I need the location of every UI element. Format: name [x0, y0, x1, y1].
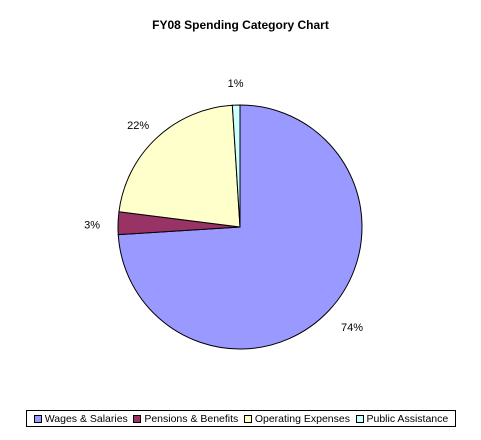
legend-label: Wages & Salaries — [44, 412, 128, 425]
pie-chart: 74% 3% 22% 1% — [84, 78, 363, 350]
legend-swatch — [133, 414, 142, 423]
pie-slice-public-assistance — [231, 104, 241, 228]
legend-swatch — [243, 414, 252, 423]
chart-title: FY08 Spending Category Chart — [152, 18, 329, 32]
pie-slice-operating-expenses — [118, 104, 241, 228]
data-label-operating-expenses: 22% — [127, 120, 149, 132]
legend-label: Public Assistance — [366, 412, 449, 425]
legend-swatch — [33, 414, 42, 423]
legend-swatch — [355, 414, 364, 423]
data-label-wages-salaries: 74% — [341, 322, 363, 334]
legend-item-pensions-benefits: Pensions & Benefits — [133, 413, 238, 425]
data-label-public-assistance: 1% — [228, 78, 244, 90]
pie-labels: 74% 3% 22% 1% — [84, 78, 363, 334]
legend-label: Pensions & Benefits — [144, 412, 239, 425]
legend-item-public-assistance: Public Assistance — [355, 412, 449, 425]
chart-legend: Wages & Salaries Pensions & Benefits Opera… — [26, 410, 456, 427]
pie-slices — [117, 104, 363, 350]
legend-label: Operating Expenses — [254, 412, 350, 425]
legend-item-wages-salaries: Wages & Salaries — [33, 412, 128, 425]
legend-item-operating-expenses: Operating Expenses — [243, 412, 350, 425]
data-label-pensions-benefits: 3% — [84, 220, 100, 232]
